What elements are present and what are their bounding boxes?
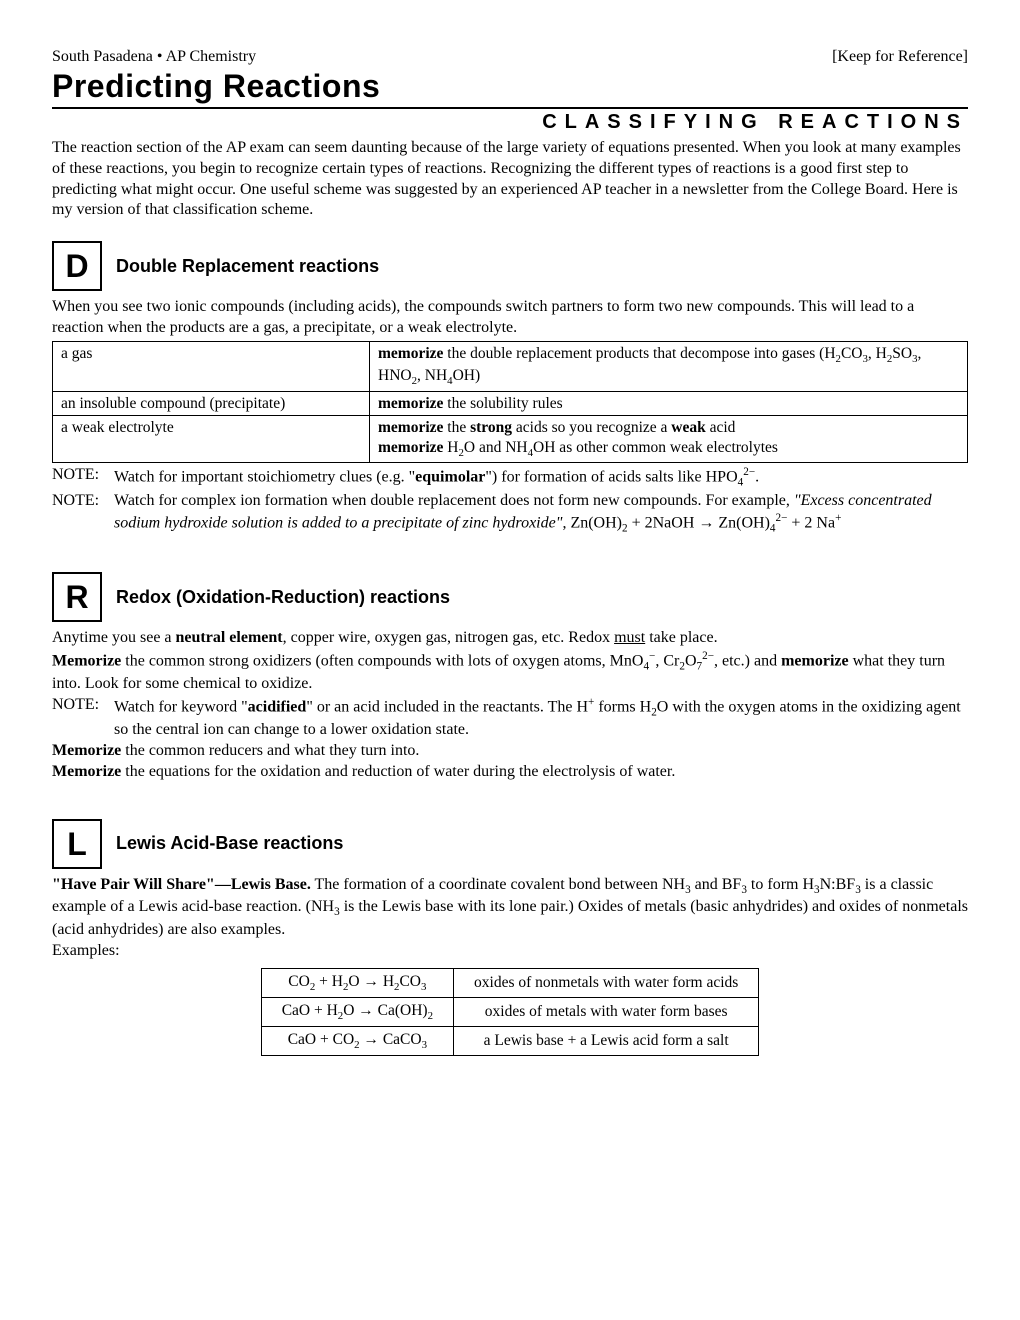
table-cell: a weak electrolyte: [53, 416, 370, 463]
table-cell: memorize the strong acids so you recogni…: [370, 416, 968, 463]
section-r-body: Anytime you see a neutral element, coppe…: [52, 628, 968, 695]
table-cell: CO2 + H2O → H2CO3: [261, 968, 453, 997]
section-r-title: Redox (Oxidation-Reduction) reactions: [116, 587, 450, 608]
lewis-examples-table: CO2 + H2O → H2CO3 oxides of nonmetals wi…: [261, 968, 760, 1056]
note-d1: NOTE: Watch for important stoichiometry …: [52, 465, 968, 490]
table-cell: CaO + H2O → Ca(OH)2: [261, 997, 453, 1026]
section-l-body: "Have Pair Will Share"—Lewis Base. The f…: [52, 875, 968, 941]
table-cell: an insoluble compound (precipitate): [53, 392, 370, 416]
page-header: South Pasadena • AP Chemistry [Keep for …: [52, 48, 968, 66]
table-cell: memorize the solubility rules: [370, 392, 968, 416]
section-r-header: R Redox (Oxidation-Reduction) reactions: [52, 572, 968, 622]
examples-label: Examples:: [52, 941, 968, 962]
table-cell: a Lewis base + a Lewis acid form a salt: [454, 1026, 759, 1055]
double-replacement-table: a gas memorize the double replacement pr…: [52, 341, 968, 464]
section-r-body2: Memorize the common reducers and what th…: [52, 741, 968, 783]
note-r1: NOTE: Watch for keyword "acidified" or a…: [52, 695, 968, 741]
intro-paragraph: The reaction section of the AP exam can …: [52, 138, 968, 221]
section-d-title: Double Replacement reactions: [116, 256, 379, 277]
table-cell: a gas: [53, 341, 370, 391]
header-right: [Keep for Reference]: [832, 48, 968, 66]
table-cell: oxides of nonmetals with water form acid…: [454, 968, 759, 997]
page-title: Predicting Reactions: [52, 68, 968, 109]
section-classifying: CLASSIFYING REACTIONS: [52, 111, 968, 134]
letter-l-box: L: [52, 819, 102, 869]
section-l-header: L Lewis Acid-Base reactions: [52, 819, 968, 869]
section-d-header: D Double Replacement reactions: [52, 241, 968, 291]
section-l-title: Lewis Acid-Base reactions: [116, 833, 343, 854]
header-left: South Pasadena • AP Chemistry: [52, 48, 256, 66]
letter-r-box: R: [52, 572, 102, 622]
section-d-intro: When you see two ionic compounds (includ…: [52, 297, 968, 339]
table-cell: oxides of metals with water form bases: [454, 997, 759, 1026]
note-d2: NOTE: Watch for complex ion formation wh…: [52, 491, 968, 537]
table-cell: CaO + CO2 → CaCO3: [261, 1026, 453, 1055]
table-cell: memorize the double replacement products…: [370, 341, 968, 391]
letter-d-box: D: [52, 241, 102, 291]
